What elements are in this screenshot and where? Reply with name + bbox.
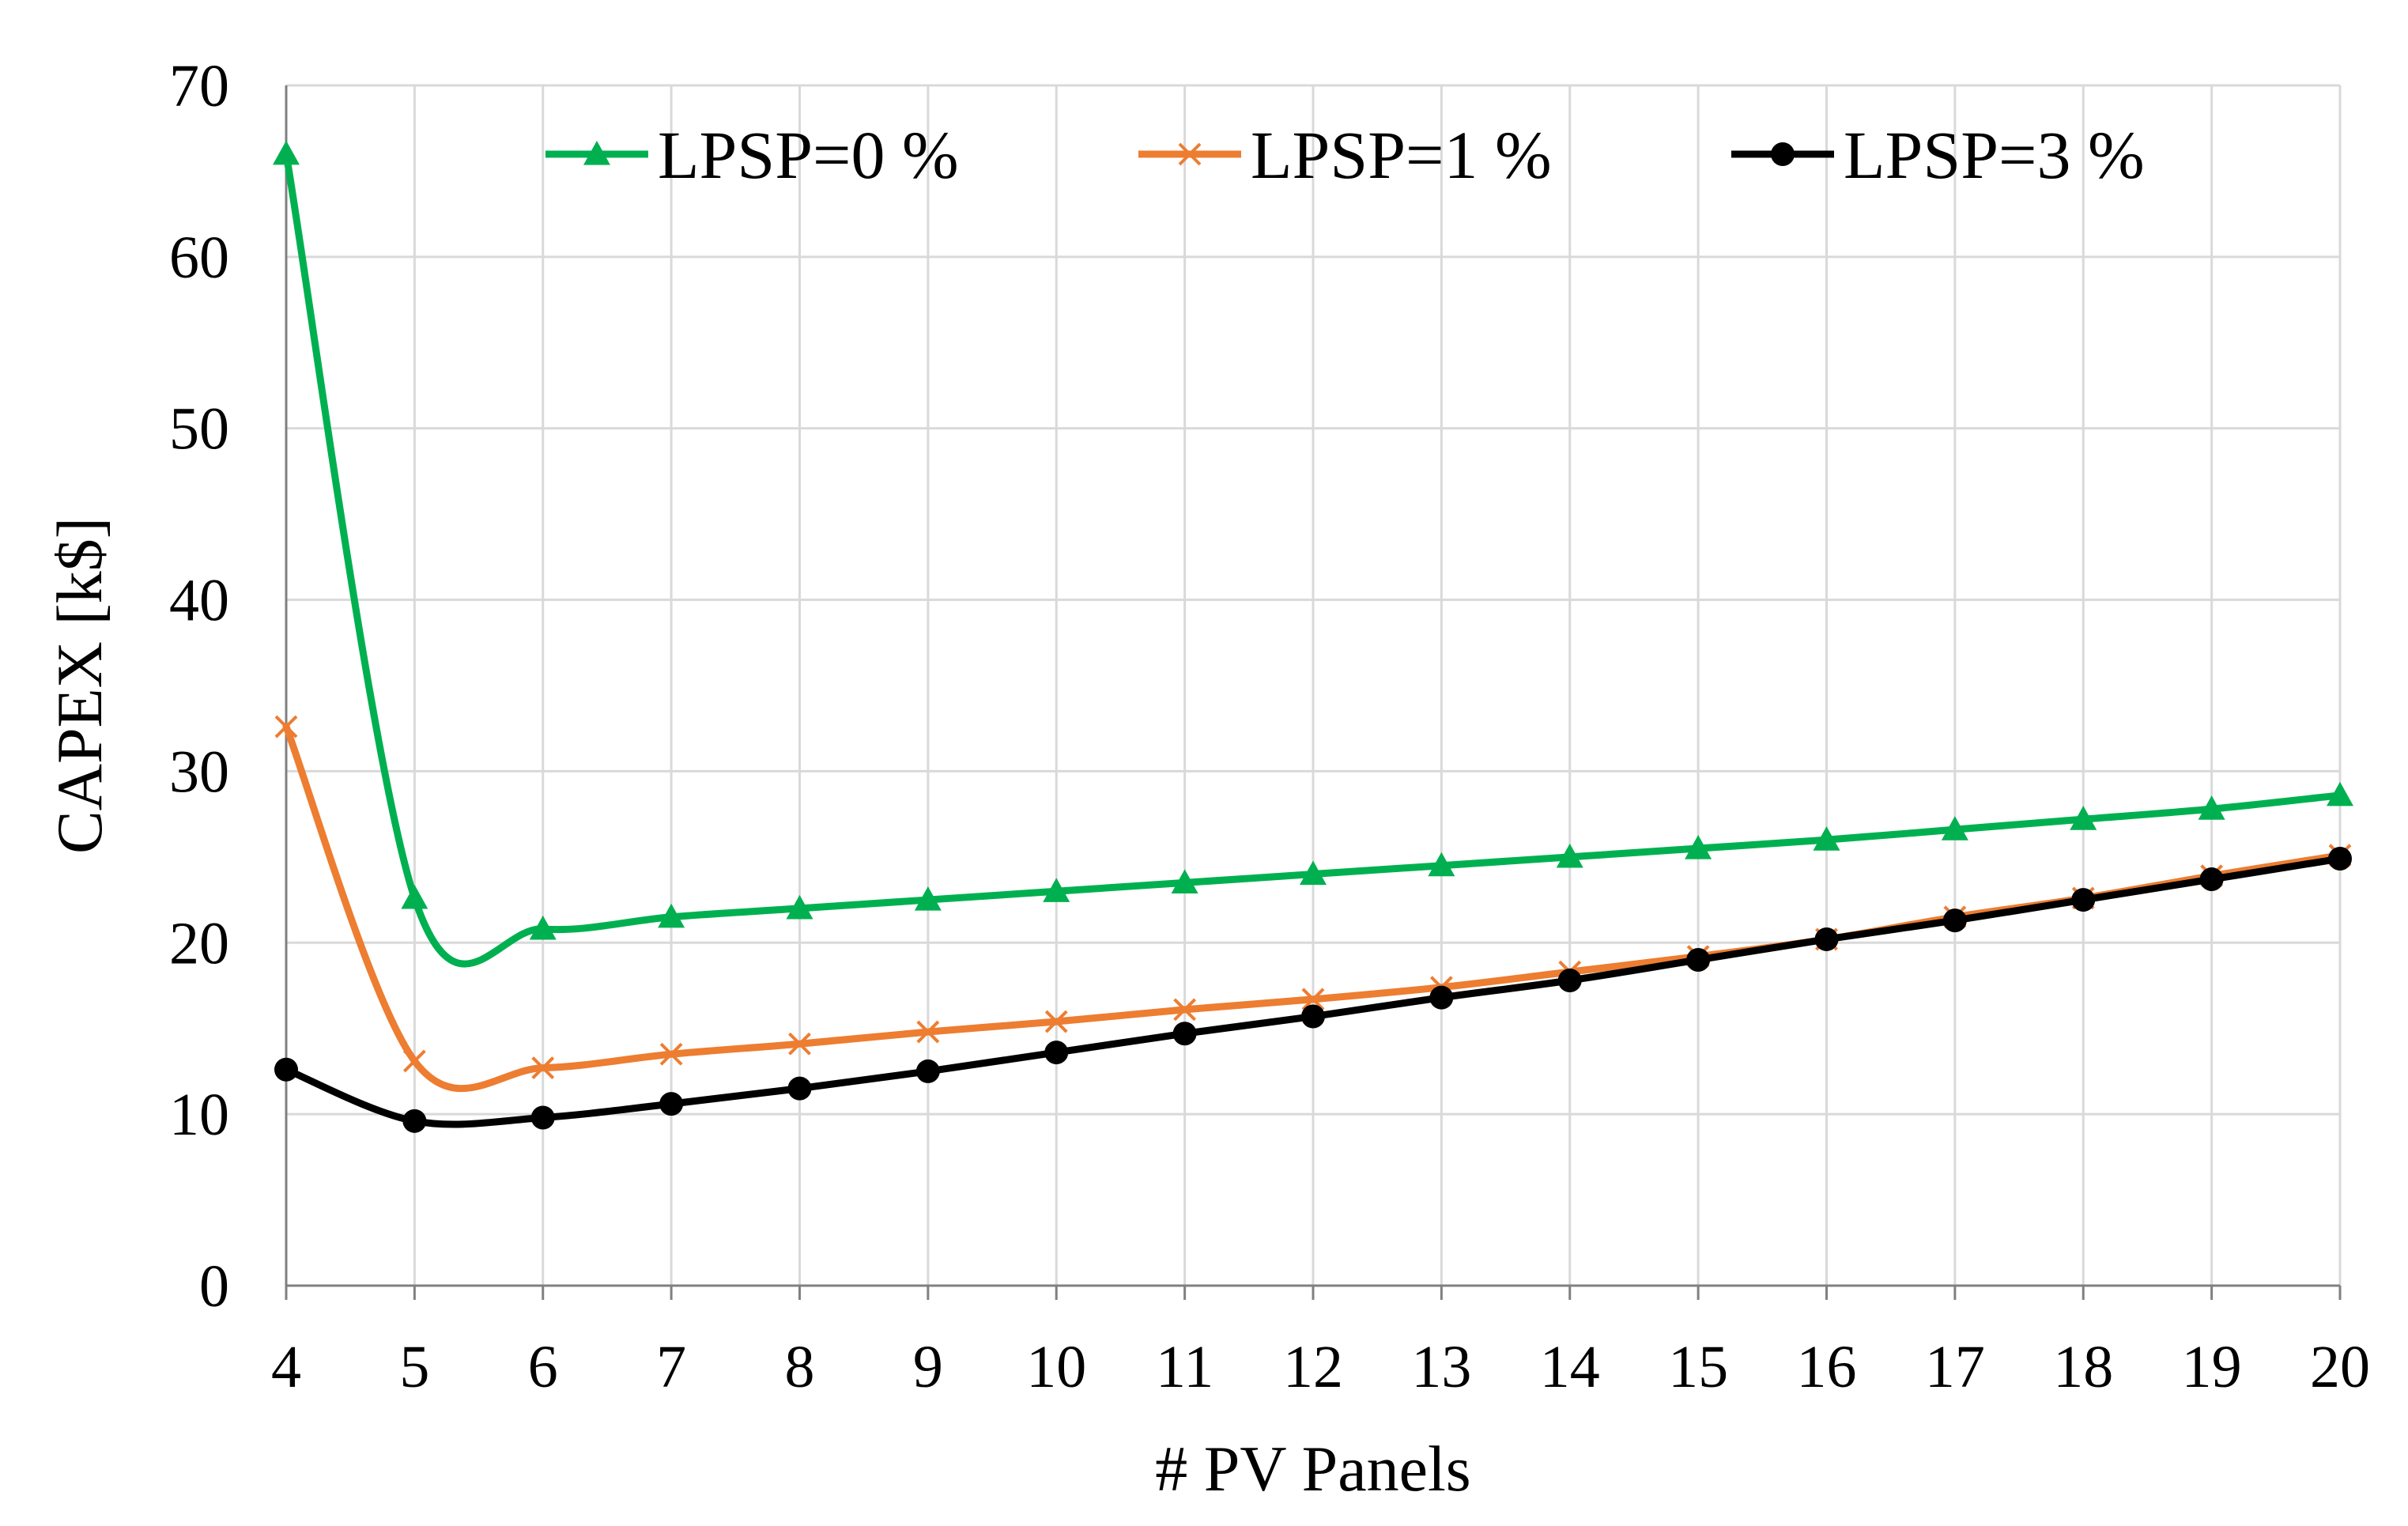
- data-point: [401, 884, 428, 909]
- data-point: [1814, 927, 1839, 951]
- x-tick-label: 19: [2182, 1334, 2242, 1400]
- x-tick-label: 9: [913, 1334, 943, 1400]
- data-point: [1557, 968, 1582, 992]
- x-tick-label: 16: [1797, 1334, 1857, 1400]
- marker-stroke: [1044, 1010, 1068, 1033]
- legend-marker: [1178, 142, 1202, 166]
- y-tick-label: 10: [169, 1082, 229, 1148]
- x-tick-label: 6: [528, 1334, 558, 1400]
- data-point: [529, 915, 557, 940]
- x-tick-label: 14: [1540, 1334, 1600, 1400]
- data-point: [274, 1057, 298, 1082]
- legend: LPSP=0 % LPSP=1 % LPSP=3 %: [545, 117, 2145, 193]
- data-point: [530, 1105, 555, 1130]
- data-point: [788, 1032, 811, 1056]
- series-2: [274, 847, 2352, 1133]
- data-point: [915, 1059, 940, 1083]
- series-lines: [273, 140, 2353, 1133]
- data-point: [1685, 835, 1712, 859]
- x-tick-label: 5: [399, 1334, 429, 1400]
- x-tick-label: 7: [656, 1334, 686, 1400]
- marker-stroke: [1173, 998, 1197, 1022]
- y-tick-label: 50: [169, 396, 229, 463]
- x-tick-label: 13: [1411, 1334, 1471, 1400]
- data-point: [1429, 985, 1454, 1010]
- data-point: [1171, 869, 1198, 893]
- gridlines: [286, 84, 2342, 1286]
- data-point: [2327, 781, 2353, 806]
- legend-label: LPSP=1 %: [1251, 117, 1552, 193]
- data-point: [1941, 816, 1968, 840]
- legend-label: LPSP=3 %: [1844, 117, 2145, 193]
- data-point: [531, 1056, 555, 1080]
- data-point: [402, 1109, 427, 1133]
- marker-stroke: [402, 1049, 426, 1073]
- data-point: [916, 1020, 940, 1044]
- data-point: [2070, 806, 2097, 830]
- data-point: [1428, 852, 1455, 877]
- data-point: [1301, 988, 1325, 1011]
- x-tick-label: 12: [1283, 1334, 1343, 1400]
- x-tick-label: 11: [1156, 1334, 1213, 1400]
- y-tick-label: 60: [169, 225, 229, 291]
- data-point: [1044, 1010, 1068, 1033]
- data-point: [1556, 843, 1583, 868]
- marker-stroke: [788, 1032, 811, 1056]
- marker-stroke: [531, 1056, 555, 1080]
- x-axis-title: # PV Panels: [1155, 1433, 1470, 1505]
- y-tick-label: 20: [169, 910, 229, 976]
- marker-stroke: [1178, 142, 1202, 166]
- marker-stroke: [659, 1042, 683, 1066]
- data-point: [1301, 1004, 1325, 1029]
- data-point: [1813, 826, 1840, 851]
- x-tick-label: 4: [271, 1334, 301, 1400]
- legend-marker: [1771, 142, 1795, 166]
- legend-item: LPSP=3 %: [1731, 117, 2145, 193]
- x-tick-label: 17: [1925, 1334, 1985, 1400]
- data-point: [273, 140, 300, 165]
- data-point: [787, 1076, 812, 1101]
- data-point: [1172, 1022, 1197, 1046]
- data-point: [2071, 888, 2096, 912]
- data-point: [1044, 1041, 1069, 1065]
- y-tick-label: 40: [169, 568, 229, 634]
- series-0: [273, 140, 2353, 968]
- y-tick-label: 0: [199, 1253, 229, 1320]
- legend-marker: [583, 141, 610, 165]
- data-point: [402, 1049, 426, 1073]
- x-tick-label: 10: [1026, 1334, 1086, 1400]
- legend-label: LPSP=0 %: [658, 117, 959, 193]
- data-point: [914, 886, 942, 911]
- x-tick-label: 20: [2310, 1334, 2370, 1400]
- data-point: [1686, 947, 1711, 972]
- data-point: [786, 894, 813, 920]
- data-point: [659, 1042, 683, 1066]
- y-tick-label: 30: [169, 738, 229, 805]
- data-point: [274, 715, 298, 738]
- y-tick-label: 70: [169, 53, 229, 119]
- data-point: [659, 1092, 684, 1116]
- marker-stroke: [916, 1020, 940, 1044]
- axes: 0 10 20 30 40 50 60 70 4 5 6 7 8 9 10 11 12 13 14 15 16 17 18 1…: [169, 53, 2370, 1400]
- data-point: [1043, 878, 1070, 902]
- x-tick-label: 8: [785, 1334, 815, 1400]
- marker-stroke: [1301, 988, 1325, 1011]
- data-point: [2198, 795, 2225, 820]
- data-point: [1300, 860, 1327, 886]
- y-axis-title: CAPEX [k$]: [43, 517, 115, 854]
- marker-stroke: [274, 715, 298, 738]
- data-point: [1942, 908, 1967, 933]
- x-tick-label: 15: [1668, 1334, 1728, 1400]
- data-point: [2328, 847, 2352, 871]
- legend-item: LPSP=0 %: [545, 117, 959, 193]
- legend-item: LPSP=1 %: [1138, 117, 1552, 193]
- x-tick-label: 18: [2053, 1334, 2113, 1400]
- data-point: [2199, 867, 2224, 892]
- data-point: [658, 903, 685, 928]
- data-point: [1173, 998, 1197, 1022]
